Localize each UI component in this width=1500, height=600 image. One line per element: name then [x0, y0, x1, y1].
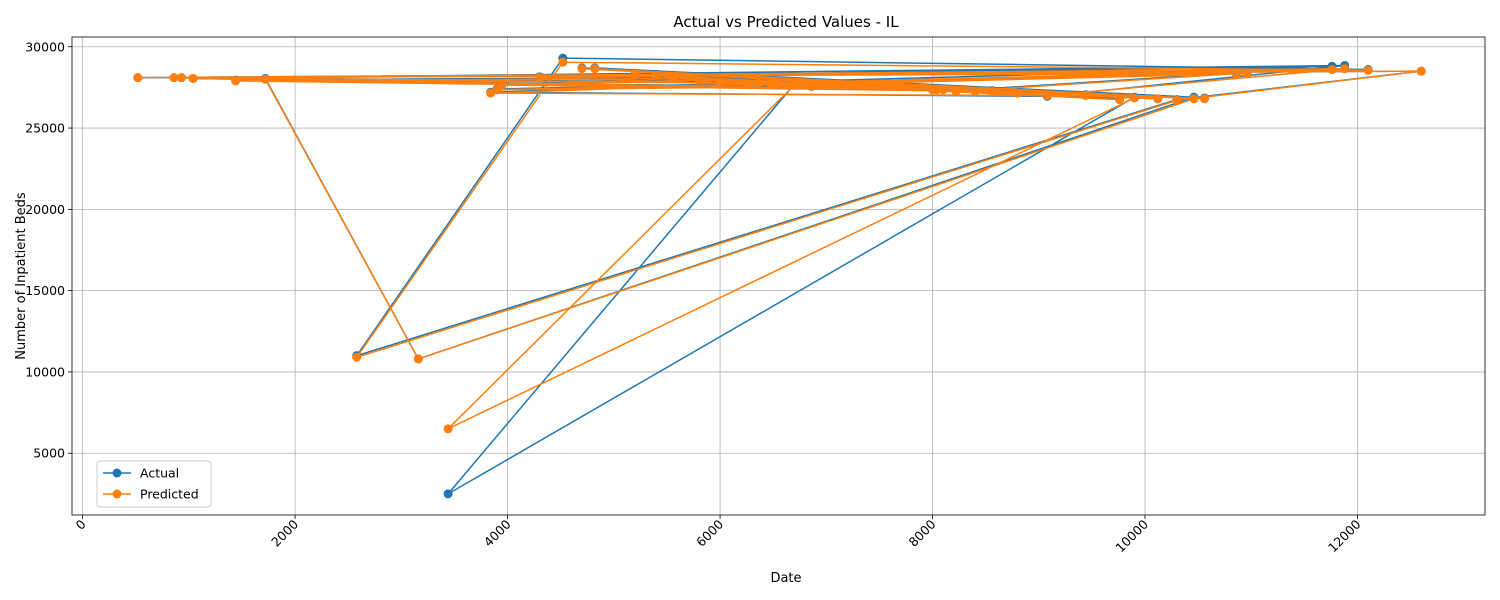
predicted-data-point [169, 73, 179, 83]
predicted-data-point [558, 57, 568, 67]
predicted-data-point [1115, 95, 1125, 105]
legend-predicted-label: Predicted [140, 487, 199, 502]
plot-frame [71, 36, 1486, 516]
predicted-data-point [534, 73, 544, 83]
chart-title: Actual vs Predicted Values - IL [673, 13, 899, 31]
predicted-data-point [590, 64, 600, 74]
predicted-data-point [938, 85, 948, 95]
y-tick-label: 25000 [25, 121, 65, 136]
predicted-data-point [260, 74, 270, 84]
predicted-data-point [188, 73, 198, 83]
predicted-data-point [1081, 91, 1091, 101]
y-tick-label: 15000 [25, 283, 65, 298]
predicted-data-point [1416, 66, 1426, 76]
predicted-data-point [1129, 93, 1139, 103]
predicted-data-point [1242, 69, 1252, 79]
y-axis-label: Number of Inpatient Beds [14, 192, 29, 360]
y-tick-label: 20000 [25, 202, 65, 217]
predicted-data-point [1042, 91, 1052, 101]
y-tick-label: 30000 [25, 39, 65, 54]
predicted-data-point [668, 73, 678, 83]
y-tick-label: 10000 [25, 364, 65, 379]
predicted-data-point [651, 70, 661, 80]
plot-data [133, 53, 1426, 499]
predicted-data-point [715, 77, 725, 87]
predicted-data-point [1363, 65, 1373, 75]
predicted-data-point [772, 78, 782, 88]
predicted-data-point [1340, 64, 1350, 74]
predicted-data-point [806, 82, 816, 92]
predicted-data-point [694, 75, 704, 85]
predicted-data-point [1200, 94, 1210, 104]
predicted-data-point [413, 354, 423, 364]
legend-actual-marker [112, 468, 122, 478]
predicted-data-point [1013, 88, 1023, 98]
predicted-data-point [231, 76, 241, 86]
predicted-data-point [176, 73, 186, 83]
x-axis-label: Date [770, 571, 801, 586]
predicted-data-point [1327, 65, 1337, 75]
predicted-data-point [443, 424, 453, 434]
predicted-data-point [987, 86, 997, 96]
predicted-data-point [133, 73, 143, 83]
predicted-data-point [1231, 69, 1241, 79]
predicted-data-point [766, 78, 776, 88]
predicted-data-point [951, 86, 961, 96]
predicted-data-point [970, 86, 980, 96]
predicted-data-point [352, 352, 362, 362]
predicted-data-point [1189, 94, 1199, 104]
legend: Actual Predicted [96, 460, 212, 508]
predicted-data-point [753, 78, 763, 88]
predicted-data-point [789, 80, 799, 90]
predicted-data-point [492, 85, 502, 95]
predicted-data-point [1172, 95, 1182, 105]
actual-data-point [443, 489, 453, 499]
y-tick-label: 5000 [33, 446, 65, 461]
predicted-data-point [630, 70, 640, 80]
grid [72, 37, 1485, 515]
predicted-data-point [928, 85, 938, 95]
predicted-data-point [1153, 94, 1163, 104]
legend-predicted-marker [112, 489, 122, 499]
legend-actual-label: Actual [140, 466, 179, 481]
predicted-data-point [577, 64, 587, 74]
series-predicted [133, 57, 1426, 434]
